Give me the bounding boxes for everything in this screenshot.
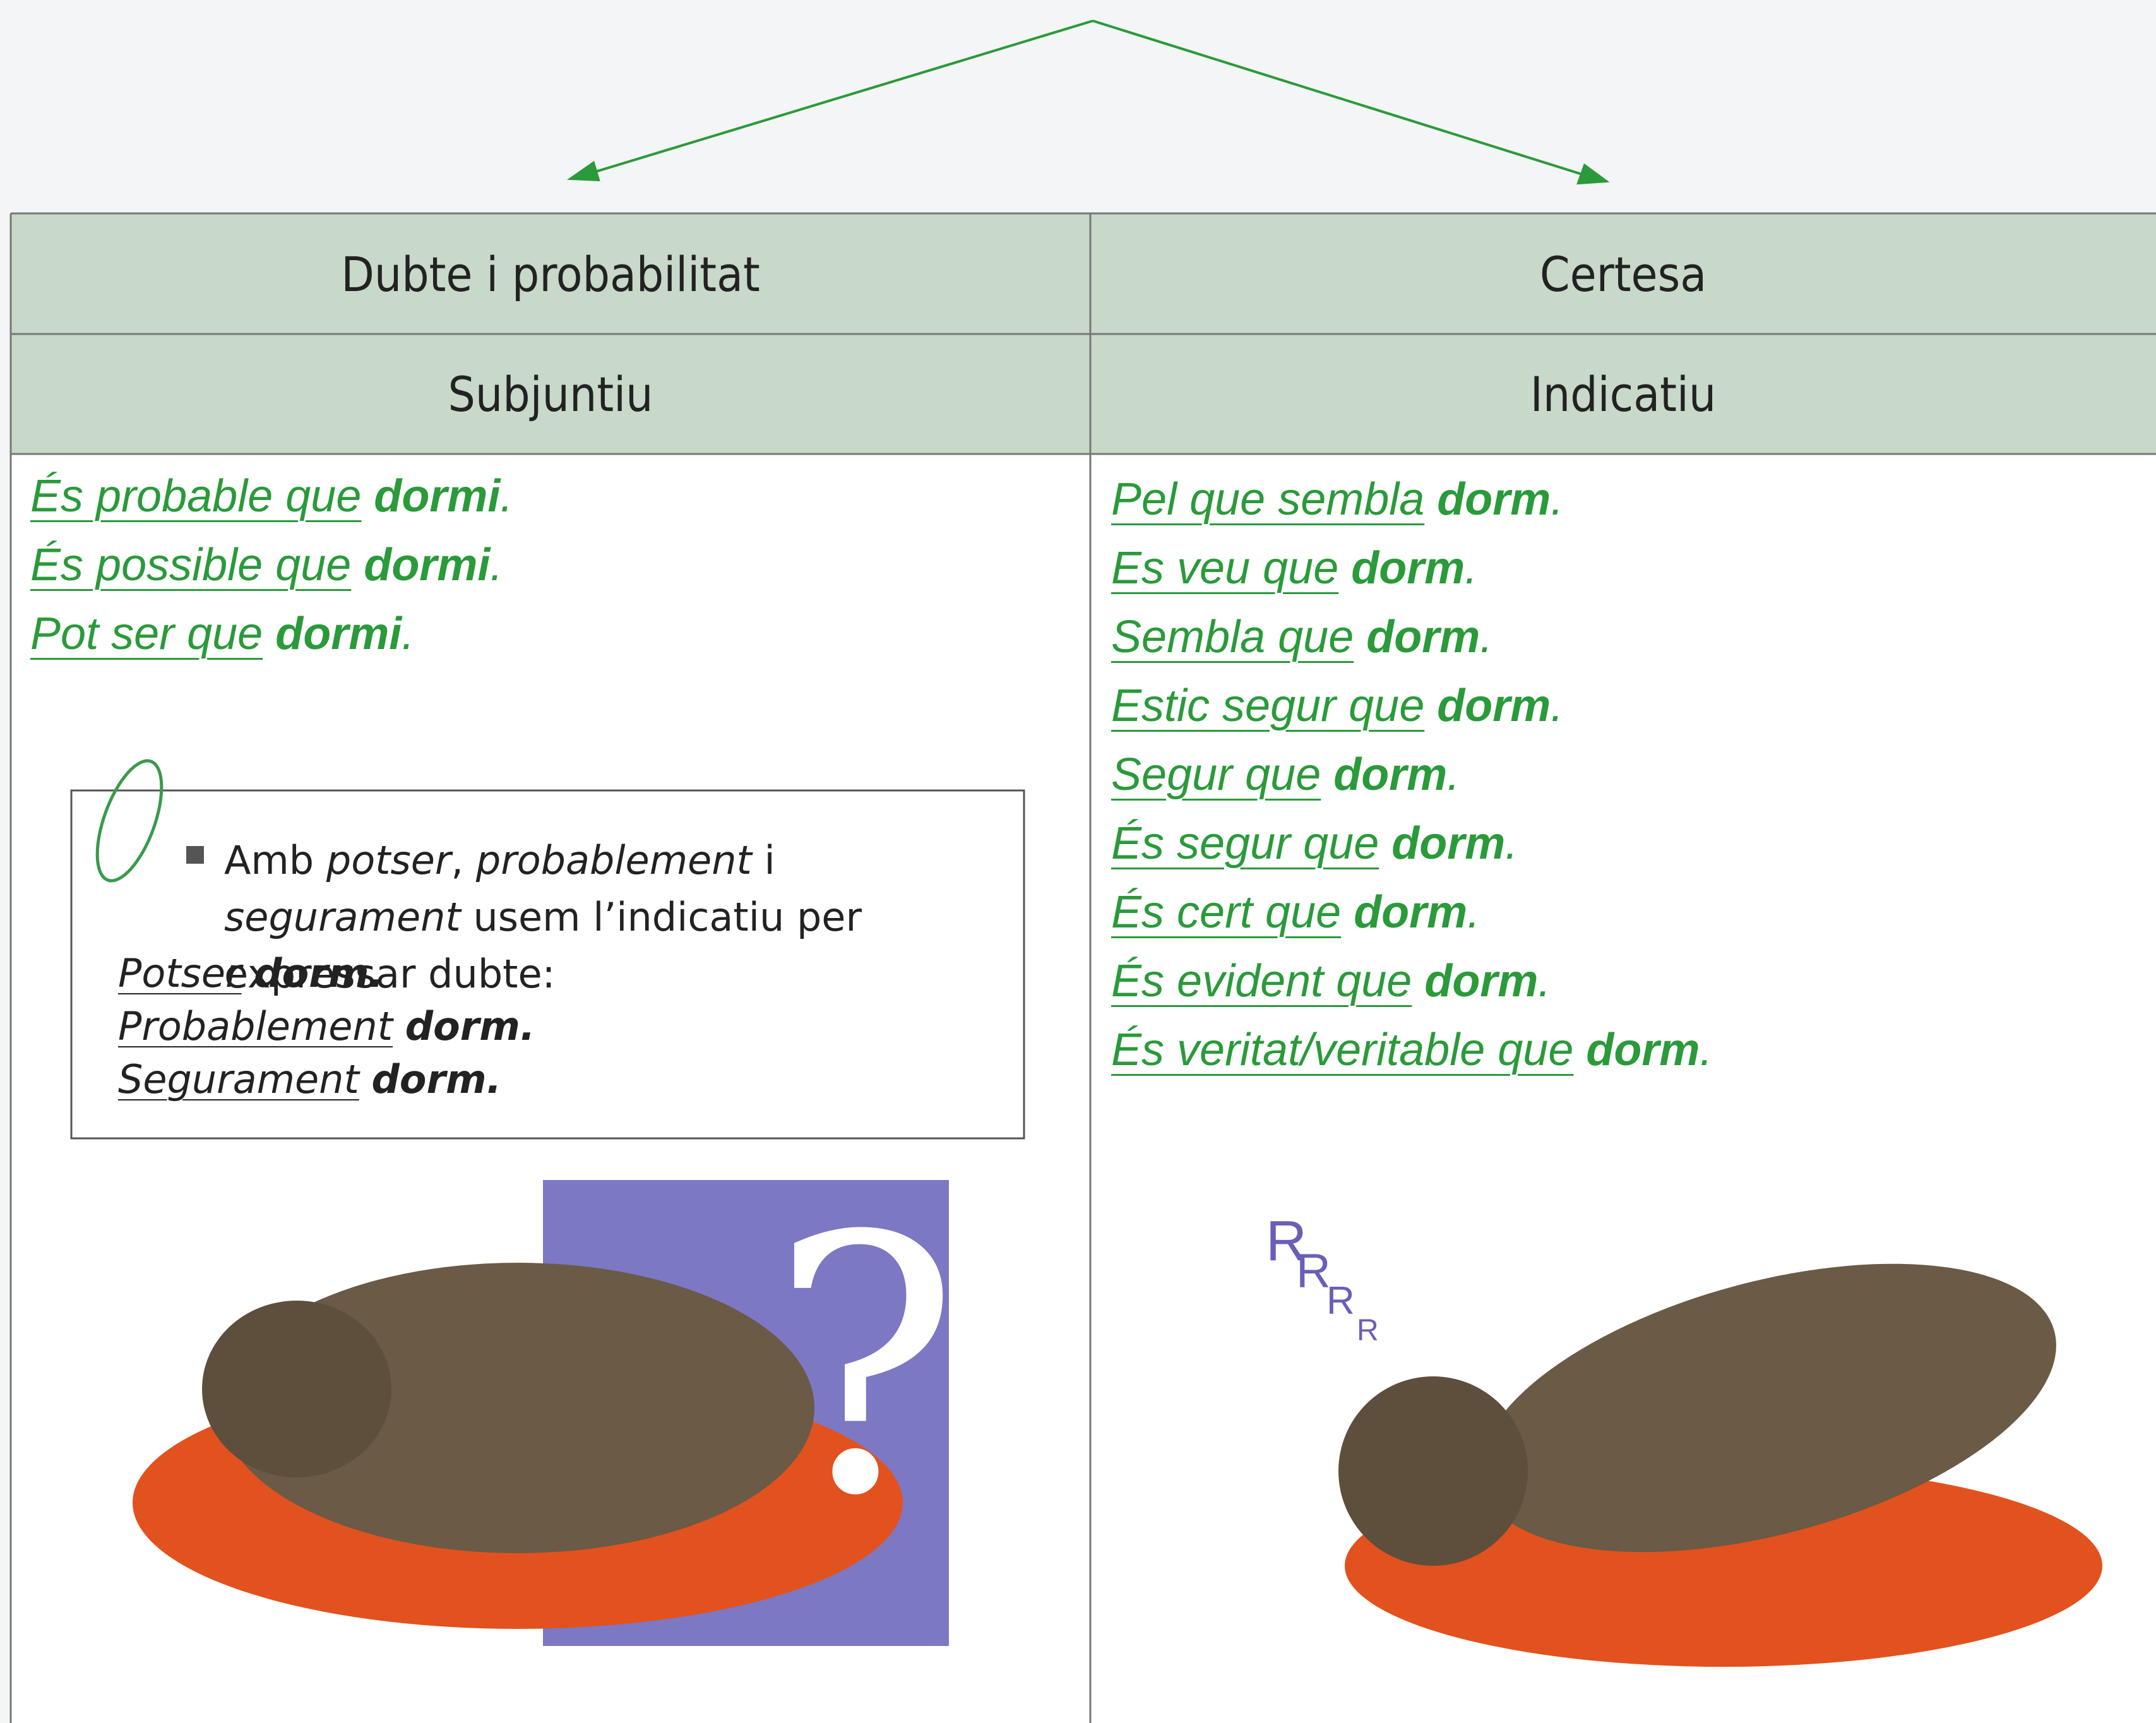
- adverb: Segurament: [118, 1056, 359, 1102]
- punct: .: [1480, 612, 1493, 662]
- phrase: Es veu que: [1111, 543, 1339, 593]
- sentence: Segur que dorm.: [1111, 749, 1460, 801]
- cat-head: [202, 1301, 391, 1477]
- verb: dorm.: [371, 1056, 502, 1102]
- sentence: És possible que dormi.: [30, 539, 503, 591]
- phrase: És cert que: [1111, 887, 1342, 938]
- phrase: És possible que: [30, 540, 352, 590]
- verb: dorm: [1351, 543, 1465, 593]
- phrase: Estic segur que: [1111, 681, 1425, 731]
- note-text: ,: [451, 837, 476, 883]
- punct: .: [1447, 749, 1460, 800]
- note-example: Probablement dorm.: [118, 1003, 535, 1049]
- verb: dorm: [1366, 612, 1480, 662]
- column-header: Dubte i probabilitat: [341, 246, 760, 302]
- sentence: Sembla que dorm.: [1111, 611, 1492, 663]
- note-text: probablement: [475, 837, 752, 883]
- phrase: És evident que: [1111, 956, 1412, 1006]
- verb: dorm: [1391, 818, 1506, 869]
- verb: dorm: [1586, 1025, 1700, 1075]
- phrase: És probable que: [30, 471, 362, 522]
- verb: dorm: [1424, 956, 1539, 1006]
- punct: .: [402, 609, 415, 659]
- note-text: Amb: [224, 837, 326, 883]
- punct: .: [1465, 543, 1478, 593]
- verb: dorm.: [254, 950, 384, 996]
- snore-letter: R: [1296, 1244, 1331, 1298]
- note-text: segurament: [224, 894, 461, 940]
- note-box: [70, 789, 1025, 1140]
- punct: .: [1551, 474, 1564, 525]
- cat-body: [1479, 1263, 2056, 1553]
- sentence: Es veu que dorm.: [1111, 542, 1477, 594]
- question-mark: ?: [770, 1162, 960, 1573]
- bullet: [186, 846, 204, 864]
- verb: dorm: [1437, 474, 1551, 525]
- note-intro: Amb potser, probablement i segurament us…: [224, 832, 982, 1003]
- snore-letter: R: [1357, 1314, 1379, 1347]
- verb: dormi: [374, 471, 501, 522]
- note-text: usem l’indicatiu per expressar dubte:: [224, 894, 862, 997]
- sentence: Pot ser que dormi.: [30, 608, 414, 660]
- note-text: potser: [326, 837, 451, 883]
- note-icon: [95, 759, 164, 883]
- cat-head: [1338, 1376, 1528, 1566]
- snore-letter: R: [1266, 1210, 1307, 1273]
- note-example: Potser dorm.: [118, 950, 384, 996]
- sentence: És probable que dormi.: [30, 470, 513, 522]
- verb: dorm.: [405, 1003, 535, 1049]
- mood-header: Subjuntiu: [448, 366, 653, 422]
- note-example: Segurament dorm.: [118, 1056, 501, 1102]
- phrase: Segur que: [1111, 749, 1321, 800]
- phrase: Sembla que: [1111, 612, 1354, 662]
- punct: .: [1551, 681, 1564, 731]
- punct: .: [500, 471, 513, 522]
- sentence: Pel que sembla dorm.: [1111, 474, 1563, 525]
- note-text: i: [751, 837, 775, 883]
- verb: dorm: [1333, 749, 1448, 800]
- sentence: Estic segur que dorm.: [1111, 680, 1563, 732]
- mood-header: Indicatiu: [1530, 366, 1717, 422]
- adverb: Potser: [118, 950, 242, 996]
- sentence: És veritat/veritable que dorm.: [1111, 1024, 1712, 1076]
- sentence: És cert que dorm.: [1111, 886, 1480, 938]
- verb: dorm: [1437, 681, 1551, 731]
- punct: .: [1538, 956, 1551, 1006]
- phrase: És segur que: [1111, 818, 1379, 869]
- sentence: És segur que dorm.: [1111, 818, 1518, 869]
- verb: dorm: [1354, 887, 1468, 938]
- snore-letter: R: [1326, 1279, 1355, 1323]
- arrows: [567, 20, 1610, 185]
- phrase: Pel que sembla: [1111, 474, 1425, 525]
- phrase: Pot ser que: [30, 609, 263, 659]
- punct: .: [1700, 1025, 1713, 1075]
- adverb: Probablement: [118, 1003, 393, 1049]
- verb: dormi: [364, 540, 491, 590]
- column-header: Certesa: [1539, 246, 1707, 302]
- punct: .: [490, 540, 503, 590]
- sentence: És evident que dorm.: [1111, 955, 1551, 1007]
- verb: dormi: [275, 609, 402, 659]
- punct: .: [1467, 887, 1480, 938]
- phrase: És veritat/veritable que: [1111, 1025, 1574, 1075]
- punct: .: [1505, 818, 1518, 869]
